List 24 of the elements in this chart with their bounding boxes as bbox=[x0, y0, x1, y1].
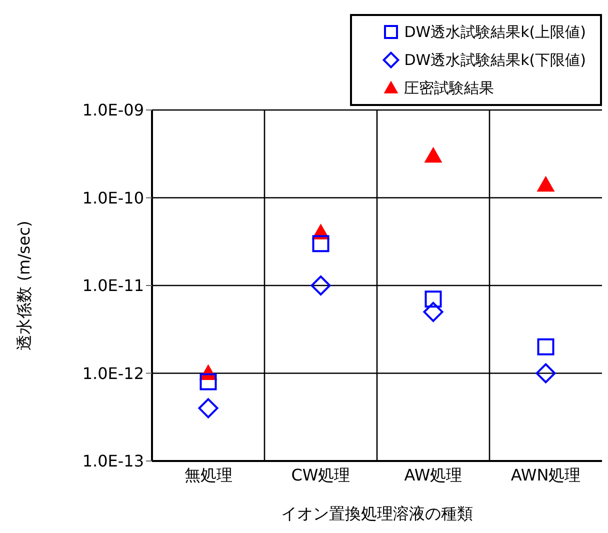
x-tick-label: CW処理 bbox=[291, 465, 350, 484]
x-tick-label: AWN処理 bbox=[510, 465, 581, 484]
point bbox=[424, 290, 442, 308]
y-tick-label: 1.0E-12 bbox=[82, 364, 144, 383]
y-tick-label: 1.0E-13 bbox=[82, 452, 144, 471]
y-tick-label: 1.0E-11 bbox=[82, 276, 144, 296]
point bbox=[198, 398, 218, 418]
point bbox=[536, 363, 556, 384]
legend-label: DW透水試験結果k(下限値) bbox=[404, 50, 586, 70]
x-tick-label: 無処理 bbox=[184, 465, 232, 484]
x-tick-label: AW処理 bbox=[404, 465, 462, 484]
point bbox=[200, 373, 217, 390]
legend-label: 圧密試験結果 bbox=[404, 78, 494, 98]
point bbox=[424, 146, 442, 163]
point bbox=[312, 235, 330, 252]
point bbox=[537, 338, 554, 356]
y-axis-title: 透水係数 (m/sec) bbox=[14, 220, 34, 350]
y-tick-label: 1.0E-10 bbox=[82, 188, 144, 208]
point bbox=[423, 302, 444, 322]
point bbox=[536, 176, 555, 192]
legend-label: DW透水試験結果k(上限値) bbox=[404, 22, 586, 42]
y-tick-label: 1.0E-09 bbox=[82, 100, 144, 120]
point bbox=[310, 276, 331, 296]
x-axis-title: イオン置換処理溶液の種類 bbox=[281, 504, 473, 523]
